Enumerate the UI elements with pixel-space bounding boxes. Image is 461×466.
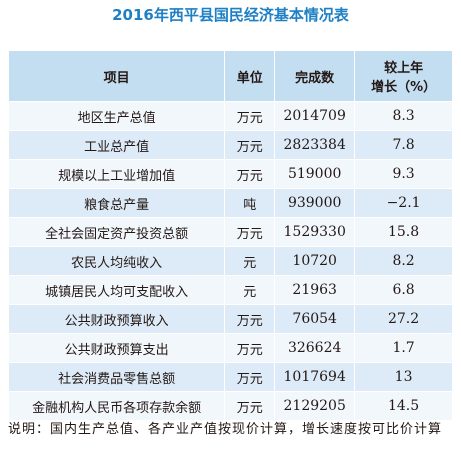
table-cell: 27.2 xyxy=(354,304,453,334)
note: 说明：国内生产总值、各产业产值按现价计算，增长速度按可比价计算 xyxy=(8,422,443,437)
title: 2016年西平县国民经济基本情况表 xyxy=(112,6,349,24)
table-row: 工业总产值 万元 2823384 7.8 xyxy=(7,130,453,160)
table-cell: 吨 xyxy=(224,188,276,218)
table-cell: 2014709 xyxy=(274,101,356,131)
table-cell: 城镇居民人均可支配收入 xyxy=(7,275,226,305)
table-cell: 1.7 xyxy=(354,333,453,363)
table-row: 规模以上工业增加值 万元 519000 9.3 xyxy=(7,159,453,189)
table-cell: 粮食总产量 xyxy=(7,188,226,218)
table-cell: 7.8 xyxy=(354,130,453,160)
header-cell: 完成数 xyxy=(274,50,356,102)
table-cell: 14.5 xyxy=(354,391,453,421)
table-cell: 万元 xyxy=(224,304,276,334)
table-row: 公共财政预算支出 万元 326624 1.7 xyxy=(7,333,453,363)
table-cell: 76054 xyxy=(274,304,356,334)
table-cell: 1017694 xyxy=(274,362,356,392)
table-cell: 8.3 xyxy=(354,101,453,131)
table-cell: 元 xyxy=(224,246,276,276)
table-cell: 10720 xyxy=(274,246,356,276)
table-row: 粮食总产量吨 939000 −2.1 xyxy=(7,188,453,218)
table-cell: 社会消费品零售总额 xyxy=(7,362,226,392)
table-cell: 21963 xyxy=(274,275,356,305)
table-cell: 2129205 xyxy=(274,391,356,421)
table-cell: 万元 xyxy=(224,362,276,392)
table-row: 全社会固定资产投资总额 万元 1529330 15.8 xyxy=(7,217,453,247)
table-cell: 万元 xyxy=(224,217,276,247)
table-cell: 元 xyxy=(224,275,276,305)
table-cell: 8.2 xyxy=(354,246,453,276)
table-cell: 万元 xyxy=(224,333,276,363)
table-cell: 519000 xyxy=(274,159,356,189)
table-cell: 6.8 xyxy=(354,275,453,305)
table-row: 农民人均纯收入元 10720 8.2 xyxy=(7,246,453,276)
table-cell: 15.8 xyxy=(354,217,453,247)
header-line: 较上年 xyxy=(384,61,424,76)
table-cell: 公共财政预算支出 xyxy=(7,333,226,363)
table-row: 社会消费品零售总额 万元 1017694 13 xyxy=(7,362,453,392)
table-cell: 公共财政预算收入 xyxy=(7,304,226,334)
header-cell: 项目 xyxy=(7,50,226,102)
table-cell: 全社会固定资产投资总额 xyxy=(7,217,226,247)
table-cell: 农民人均纯收入 xyxy=(7,246,226,276)
table-body: 地区生产总值 万元 2014709 8.3 工业总产值 万元 2823384 7.8 规模以上工… xyxy=(7,101,453,421)
table-cell: 地区生产总值 xyxy=(7,101,226,131)
table-cell: 万元 xyxy=(224,159,276,189)
table-cell: 工业总产值 xyxy=(7,130,226,160)
table-cell: −2.1 xyxy=(354,188,453,218)
table-row: 地区生产总值 万元 2014709 8.3 xyxy=(7,101,453,131)
header-row: 项目 单位 完成数 较上年 增长（%） xyxy=(7,50,453,102)
table-cell: 939000 xyxy=(274,188,356,218)
data-table: 项目 单位 完成数 较上年 增长（%） 地区生产总值 万元 2014709 8.3 工业总产值万… xyxy=(7,50,453,421)
table-row: 城镇居民人均可支配收入元 21963 6.8 xyxy=(7,275,453,305)
table-row: 公共财政预算收入 万元 76054 27.2 xyxy=(7,304,453,334)
table-cell: 金融机构人民币各项存款余额 xyxy=(7,391,226,421)
header-cell: 较上年增长（%） xyxy=(354,50,453,102)
table-cell: 万元 xyxy=(224,130,276,160)
header-cell: 单位 xyxy=(224,50,276,102)
table-cell: 9.3 xyxy=(354,159,453,189)
table-cell: 2823384 xyxy=(274,130,356,160)
table-cell: 1529330 xyxy=(274,217,356,247)
table-cell: 规模以上工业增加值 xyxy=(7,159,226,189)
table-cell: 13 xyxy=(354,362,453,392)
table-cell: 万元 xyxy=(224,391,276,421)
table-row: 金融机构人民币各项存款余额 万元 2129205 14.5 xyxy=(7,391,453,421)
header-line: 增长（%） xyxy=(371,80,437,95)
table-cell: 万元 xyxy=(224,101,276,131)
table-cell: 326624 xyxy=(274,333,356,363)
